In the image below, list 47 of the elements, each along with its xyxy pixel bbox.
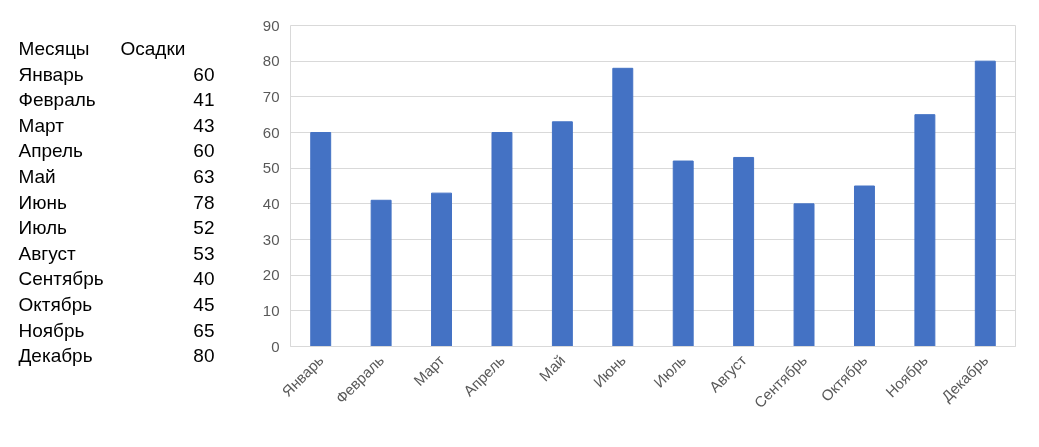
bar bbox=[974, 60, 996, 347]
y-tick-label: 70 bbox=[262, 87, 280, 105]
text: Сентябрь bbox=[18, 268, 104, 290]
bar bbox=[914, 114, 936, 347]
text: Осадки bbox=[120, 38, 186, 60]
text: 65 bbox=[193, 319, 215, 341]
text: Июнь bbox=[18, 191, 67, 213]
y-tick-label: 0 bbox=[271, 337, 280, 355]
y-tick-label: 20 bbox=[262, 266, 280, 284]
text: 60 bbox=[193, 63, 215, 85]
y-tick-label: 10 bbox=[262, 301, 280, 319]
y-tick-label: 30 bbox=[262, 230, 280, 248]
text: Апрель bbox=[18, 140, 84, 162]
text: Ноябрь bbox=[18, 319, 85, 341]
text: 53 bbox=[193, 242, 215, 264]
y-tick-label: 40 bbox=[262, 194, 280, 212]
text: Июль bbox=[18, 217, 68, 239]
text: 45 bbox=[193, 293, 215, 315]
bar bbox=[310, 132, 332, 347]
text: Август bbox=[18, 242, 76, 264]
y-tick-label: 50 bbox=[262, 159, 280, 177]
text: 78 bbox=[193, 191, 215, 213]
y-tick-label: 90 bbox=[262, 16, 280, 34]
text: Февраль bbox=[18, 89, 96, 111]
bar bbox=[793, 203, 815, 347]
text: Май bbox=[18, 165, 56, 187]
text: Октябрь bbox=[18, 293, 93, 315]
text: 52 bbox=[193, 217, 215, 239]
y-tick-label: 80 bbox=[262, 52, 280, 70]
bar bbox=[370, 199, 392, 347]
text: Март bbox=[18, 114, 65, 136]
text: Январь bbox=[18, 63, 84, 85]
bar bbox=[853, 185, 875, 347]
y-tick-label: 60 bbox=[262, 123, 280, 141]
text: 63 bbox=[193, 165, 215, 187]
text: 41 bbox=[193, 89, 215, 111]
bar bbox=[551, 121, 573, 347]
text: 60 bbox=[193, 140, 215, 162]
bar bbox=[733, 156, 755, 347]
bar bbox=[672, 160, 694, 347]
bar bbox=[491, 132, 513, 347]
text: 43 bbox=[193, 114, 215, 136]
bar bbox=[612, 67, 634, 347]
text: 80 bbox=[193, 345, 215, 367]
text: Месяцы bbox=[18, 38, 90, 60]
bar bbox=[431, 192, 453, 347]
text: 40 bbox=[193, 268, 215, 290]
